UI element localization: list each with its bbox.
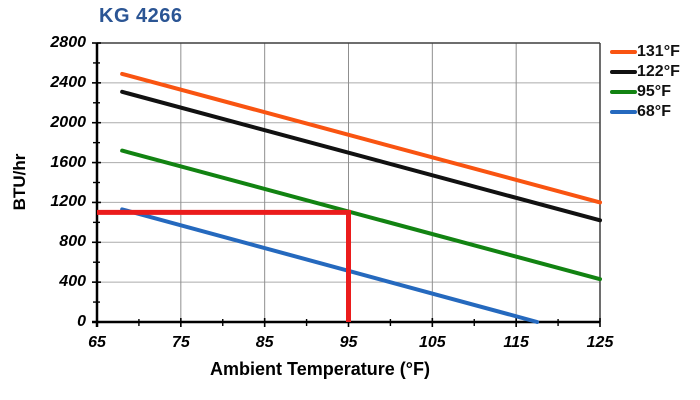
y-tick-label: 1600: [50, 153, 86, 171]
legend-line-swatch: [610, 70, 637, 74]
legend-label: 122°F: [637, 63, 680, 80]
y-tick-label: 2800: [50, 34, 86, 51]
y-tick-label: 2000: [50, 113, 86, 131]
series-line-68f: [120, 207, 540, 324]
chart-title: KG 4266: [99, 5, 183, 27]
legend-item: 122°F: [610, 62, 680, 82]
x-axis-title: Ambient Temperature (°F): [210, 359, 430, 379]
y-tick-label: 0: [77, 313, 86, 330]
legend-item: 95°F: [610, 82, 680, 102]
legend-line-swatch: [610, 90, 637, 94]
legend-label: 95°F: [637, 83, 671, 100]
x-tick-label: 115: [503, 334, 529, 351]
x-tick-label: 95: [339, 334, 358, 351]
y-tick-label: 400: [59, 273, 86, 291]
y-tick-label: 1200: [50, 193, 86, 211]
x-tick-label: 85: [255, 334, 274, 351]
legend-line-swatch: [610, 50, 637, 54]
y-tick-label: 800: [59, 233, 86, 251]
y-tick-label: 2400: [50, 73, 86, 91]
series-line-95f: [120, 148, 602, 282]
x-tick-label: 75: [171, 334, 190, 351]
legend: 131°F 122°F 95°F 68°F: [610, 42, 680, 122]
legend-item: 68°F: [610, 102, 680, 122]
legend-label: 68°F: [637, 103, 671, 120]
x-tick-label: 65: [88, 334, 106, 351]
x-tick-label: 105: [418, 334, 446, 351]
x-tick-label: 125: [586, 334, 614, 351]
legend-line-swatch: [610, 110, 637, 114]
series-line-131f: [120, 71, 602, 205]
reference-line: [97, 209, 351, 322]
series-line-122f: [120, 89, 602, 223]
legend-label: 131°F: [637, 43, 680, 60]
legend-item: 131°F: [610, 42, 680, 62]
